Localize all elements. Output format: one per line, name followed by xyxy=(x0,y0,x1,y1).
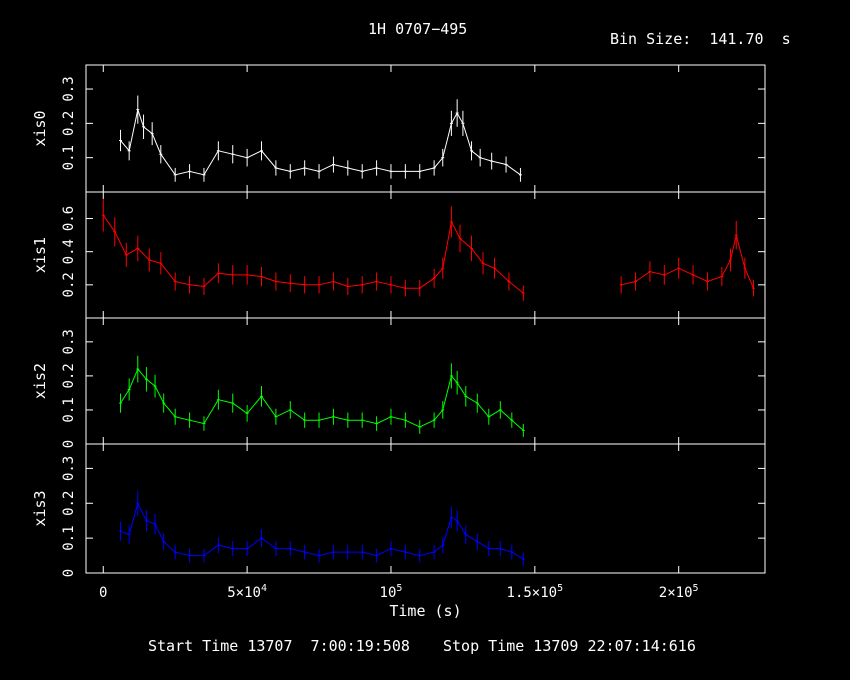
series-line xyxy=(120,501,524,560)
y-axis-label: xis3 xyxy=(31,490,49,526)
y-tick-label: 0.6 xyxy=(61,206,77,231)
x-tick-label: 2×105 xyxy=(659,583,699,601)
series-xis3 xyxy=(119,490,525,566)
series-line xyxy=(120,368,524,431)
series-line xyxy=(102,214,754,294)
panel-xis1: 0.2 0.4 0.6 xis1 xyxy=(31,191,766,319)
y-tick-label: 0.2 xyxy=(61,272,77,297)
y-tick-label: 0.3 xyxy=(61,76,77,101)
panel-xis3: 0 0.1 0.2 0.3 xis3 xyxy=(31,443,766,577)
y-tick-label: 0.3 xyxy=(61,329,77,354)
bin-size-label: Bin Size: 141.70 s xyxy=(610,30,791,48)
series-xis1 xyxy=(101,198,755,301)
series-xis2 xyxy=(119,355,525,437)
y-tick-label: 0.1 xyxy=(61,145,77,170)
panel-frame xyxy=(85,443,766,574)
panel-xis2: 0 0.1 0.2 0.3 xis2 xyxy=(31,317,766,448)
x-tick-label: 105 xyxy=(380,583,403,601)
y-tick-label: 0.2 xyxy=(61,111,77,136)
panel-frame xyxy=(85,64,766,193)
y-axis-label: xis0 xyxy=(31,110,49,146)
panel-frame xyxy=(85,191,766,319)
y-axis-label: xis2 xyxy=(31,363,49,399)
series-line xyxy=(120,107,521,176)
y-tick-label: 0.1 xyxy=(61,525,77,550)
y-axis-label: xis1 xyxy=(31,237,49,273)
chart-title: 1H 0707−495 xyxy=(368,20,468,38)
series-xis0 xyxy=(119,95,522,182)
x-tick-label: 5×104 xyxy=(227,583,267,601)
panel-xis0: 0.1 0.2 0.3 xis0 xyxy=(31,64,766,193)
y-tick-label: 0.2 xyxy=(61,363,77,388)
stop-time-label: Stop Time 13709 22:07:14:616 xyxy=(443,637,696,655)
x-tick-label: 0 xyxy=(99,585,107,601)
y-tick-label: 0.3 xyxy=(61,456,77,481)
x-tick-label: 1.5×105 xyxy=(507,583,564,601)
x-axis-label: Time (s) xyxy=(389,602,461,620)
y-tick-label: 0.4 xyxy=(61,239,77,264)
start-time-label: Start Time 13707 7:00:19:508 xyxy=(148,637,410,655)
y-tick-label: 0.1 xyxy=(61,397,77,422)
y-tick-label: 0 xyxy=(61,440,77,448)
panel-frame xyxy=(85,317,766,445)
y-tick-label: 0.2 xyxy=(61,491,77,516)
y-tick-label: 0 xyxy=(61,569,77,577)
